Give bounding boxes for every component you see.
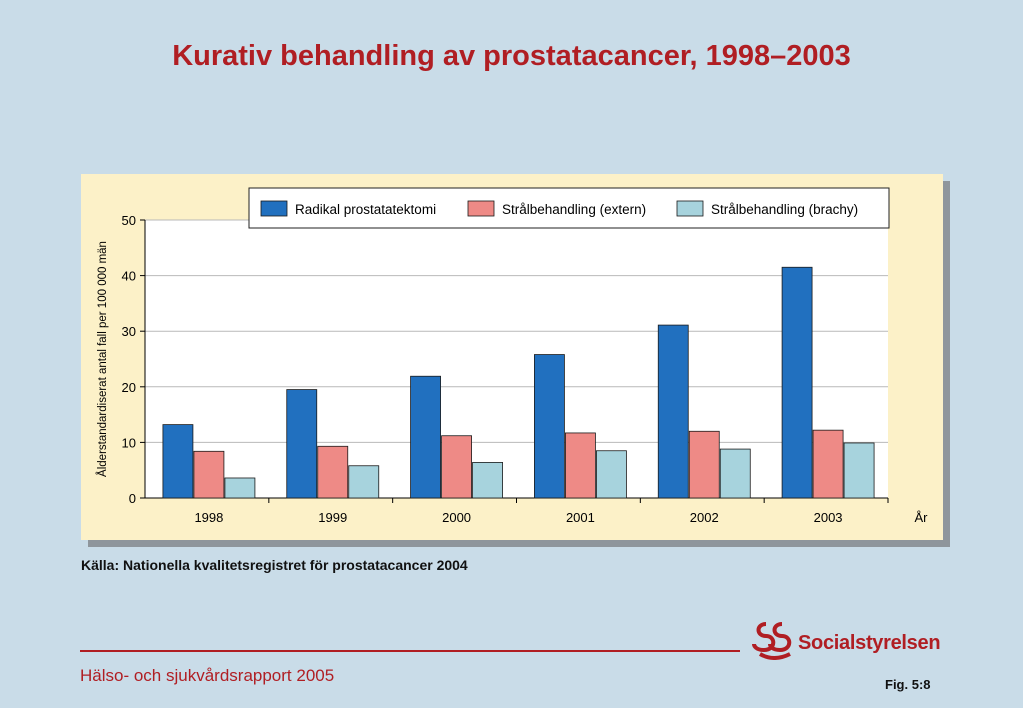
plot-area	[145, 220, 888, 498]
bar	[596, 450, 627, 499]
bar	[565, 432, 596, 499]
legend-swatch	[467, 200, 495, 217]
bar	[657, 324, 689, 499]
socialstyrelsen-logo-icon	[752, 622, 792, 660]
y-tick-label: 0	[129, 491, 136, 506]
bar	[348, 465, 380, 499]
bar	[441, 435, 472, 499]
chart-panel: 0 10 20 30 40 50 1998 1999 2000 2001 2002 2003 År Åld…	[81, 174, 943, 540]
y-tick-label: 20	[122, 380, 136, 395]
bar	[472, 462, 503, 499]
x-tick-label: 2002	[690, 510, 719, 525]
y-tick-label: 30	[122, 324, 136, 339]
source-note: Källa: Nationella kvalitetsregistret för…	[81, 557, 468, 573]
figure-label: Fig. 5:8	[885, 677, 931, 692]
legend-label: Strålbehandling (extern)	[502, 202, 646, 217]
x-axis-label: År	[915, 510, 929, 525]
bar	[193, 450, 225, 499]
bar	[812, 429, 844, 499]
chart: 0 10 20 30 40 50 1998 1999 2000 2001 2002 2003 År Åld…	[96, 187, 929, 525]
bar	[534, 354, 565, 499]
legend-label: Radikal prostatatektomi	[295, 202, 436, 217]
bar	[688, 430, 720, 499]
logo-text: Socialstyrelsen	[798, 632, 941, 654]
footer-divider	[80, 650, 740, 652]
bar	[781, 266, 813, 499]
slide-title: Kurativ behandling av prostatacancer, 19…	[172, 40, 851, 72]
bar	[286, 389, 318, 499]
bar	[843, 442, 875, 499]
footer-report-title: Hälso- och sjukvårdsrapport 2005	[80, 666, 335, 685]
y-axis-label: Ålderstandardiserat antal fall per 100 0…	[96, 241, 109, 477]
y-tick-label: 50	[122, 213, 136, 228]
x-tick-label: 2001	[566, 510, 595, 525]
legend-label: Strålbehandling (brachy)	[711, 202, 858, 217]
bar	[719, 448, 751, 499]
bar	[317, 445, 349, 499]
y-tick-label: 40	[122, 269, 136, 284]
x-tick-label: 1998	[194, 510, 223, 525]
legend-swatch	[260, 200, 288, 217]
y-tick-label: 10	[122, 435, 136, 450]
x-tick-label: 2003	[814, 510, 843, 525]
legend-swatch	[676, 200, 704, 217]
bar	[224, 477, 256, 499]
x-tick-label: 2000	[442, 510, 471, 525]
legend-box	[248, 187, 890, 229]
bar	[162, 424, 194, 499]
x-tick-label: 1999	[318, 510, 347, 525]
bar	[410, 375, 441, 499]
